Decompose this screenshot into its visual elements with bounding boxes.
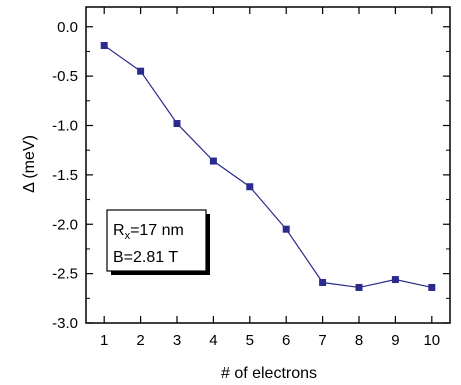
data-point: [100, 42, 108, 50]
y-tick-label: -0.5: [52, 68, 78, 85]
x-tick-label: 4: [209, 332, 217, 349]
data-point: [246, 183, 254, 191]
x-tick-label: 3: [173, 332, 181, 349]
x-tick-label: 1: [100, 332, 108, 349]
x-axis-label: # of electrons: [221, 365, 317, 382]
y-tick-label: -2.5: [52, 266, 78, 283]
y-tick-label: -1.0: [52, 118, 78, 135]
y-tick-label: -2.0: [52, 216, 78, 233]
data-point: [355, 283, 363, 291]
plot-frame: [85, 6, 451, 324]
series-group: [100, 42, 436, 291]
y-tick-label: -1.5: [52, 167, 78, 184]
data-point: [282, 225, 290, 233]
y-axis-label: Δ (meV): [21, 135, 38, 193]
x-tick-label: 8: [355, 332, 363, 349]
data-point: [173, 120, 181, 128]
data-point: [137, 67, 145, 75]
x-tick-label: 5: [246, 332, 254, 349]
data-point: [319, 279, 327, 287]
x-tick-label: 2: [136, 332, 144, 349]
annotation-line-2: B=2.81 T: [113, 249, 178, 266]
data-point: [428, 283, 436, 291]
x-tick-label: 7: [318, 332, 326, 349]
x-tick-label: 9: [391, 332, 399, 349]
series-line: [103, 45, 432, 289]
y-tick-label: -3.0: [52, 315, 78, 332]
axes: [85, 6, 451, 324]
y-tick-label: 0.0: [57, 19, 78, 36]
y-ticks: 0.0 -0.5 -1.0 -1.5 -2.0 -2.5 -3.0: [52, 19, 450, 332]
data-point: [209, 157, 217, 165]
annotation-frame: [106, 209, 207, 272]
x-ticks: 1 2 3 4 5 6 7 8 9 10: [100, 7, 440, 349]
data-point: [391, 276, 399, 284]
annotation-line-1: Rx=17 nm: [113, 222, 184, 242]
x-tick-label: 10: [423, 332, 440, 349]
annotation-box: Rx=17 nm B=2.81 T: [106, 209, 210, 275]
x-tick-label: 6: [282, 332, 290, 349]
